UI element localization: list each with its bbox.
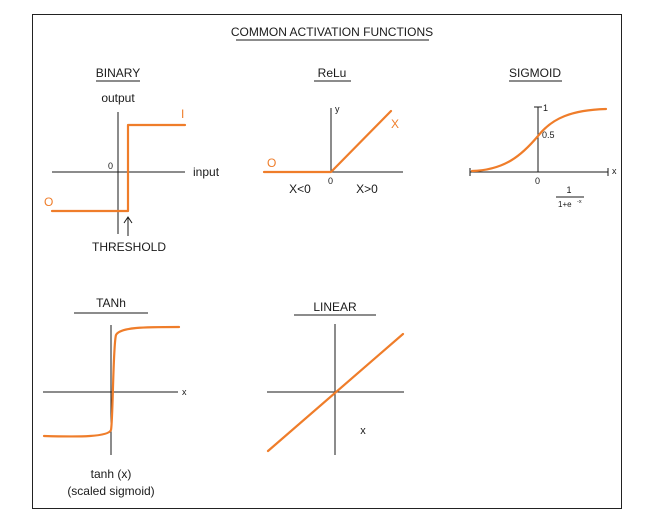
binary-high-label: I bbox=[181, 107, 184, 121]
relu-y-label: y bbox=[335, 104, 340, 114]
sigmoid-panel: SIGMOID 1 0.5 0 x 1 1+e -x bbox=[469, 66, 617, 209]
relu-pos-region-label: X>0 bbox=[356, 182, 378, 196]
linear-panel: LINEAR x bbox=[266, 300, 405, 455]
threshold-arrow-head-icon bbox=[123, 216, 133, 224]
binary-x-label: input bbox=[193, 165, 220, 179]
relu-right-label: X bbox=[391, 117, 399, 131]
diagram-title: COMMON ACTIVATION FUNCTIONS bbox=[231, 25, 433, 39]
sigmoid-formula-denominator: 1+e bbox=[558, 200, 572, 209]
sigmoid-formula-exponent: -x bbox=[577, 199, 582, 205]
sigmoid-curve bbox=[470, 107, 608, 173]
tanh-caption-2: (scaled sigmoid) bbox=[67, 484, 154, 498]
tanh-heading: TANh bbox=[96, 296, 126, 310]
sigmoid-heading: SIGMOID bbox=[509, 66, 561, 80]
sigmoid-tick-top: 1 bbox=[543, 103, 548, 113]
binary-step-curve bbox=[50, 123, 187, 213]
tanh-curve bbox=[42, 325, 181, 438]
sigmoid-tick-mid: 0.5 bbox=[542, 130, 555, 140]
relu-panel: ReLu y 0 O X X<0 X>0 bbox=[262, 66, 403, 196]
relu-neg-region-label: X<0 bbox=[289, 182, 311, 196]
binary-low-label: O bbox=[44, 195, 53, 209]
relu-left-label: O bbox=[267, 156, 276, 170]
relu-origin-label: 0 bbox=[328, 176, 333, 186]
sigmoid-origin-label: 0 bbox=[535, 176, 540, 186]
sigmoid-formula-numerator: 1 bbox=[566, 185, 571, 195]
linear-x-label: x bbox=[360, 425, 366, 437]
relu-curve bbox=[262, 109, 393, 174]
linear-heading: LINEAR bbox=[313, 300, 357, 314]
binary-y-label: output bbox=[101, 91, 135, 105]
tanh-x-label: x bbox=[182, 387, 187, 397]
binary-threshold-label: THRESHOLD bbox=[92, 240, 166, 254]
relu-heading: ReLu bbox=[318, 66, 347, 80]
binary-panel: BINARY output 0 input I O THRESHOLD bbox=[44, 66, 220, 254]
diagram-frame bbox=[32, 14, 622, 509]
linear-curve bbox=[266, 332, 405, 453]
tanh-panel: TANh x tanh (x) (scaled sigmoid) bbox=[42, 296, 187, 498]
tanh-caption-1: tanh (x) bbox=[91, 467, 132, 481]
binary-heading: BINARY bbox=[96, 66, 140, 80]
binary-origin-label: 0 bbox=[108, 161, 113, 171]
sigmoid-x-label: x bbox=[612, 166, 617, 176]
